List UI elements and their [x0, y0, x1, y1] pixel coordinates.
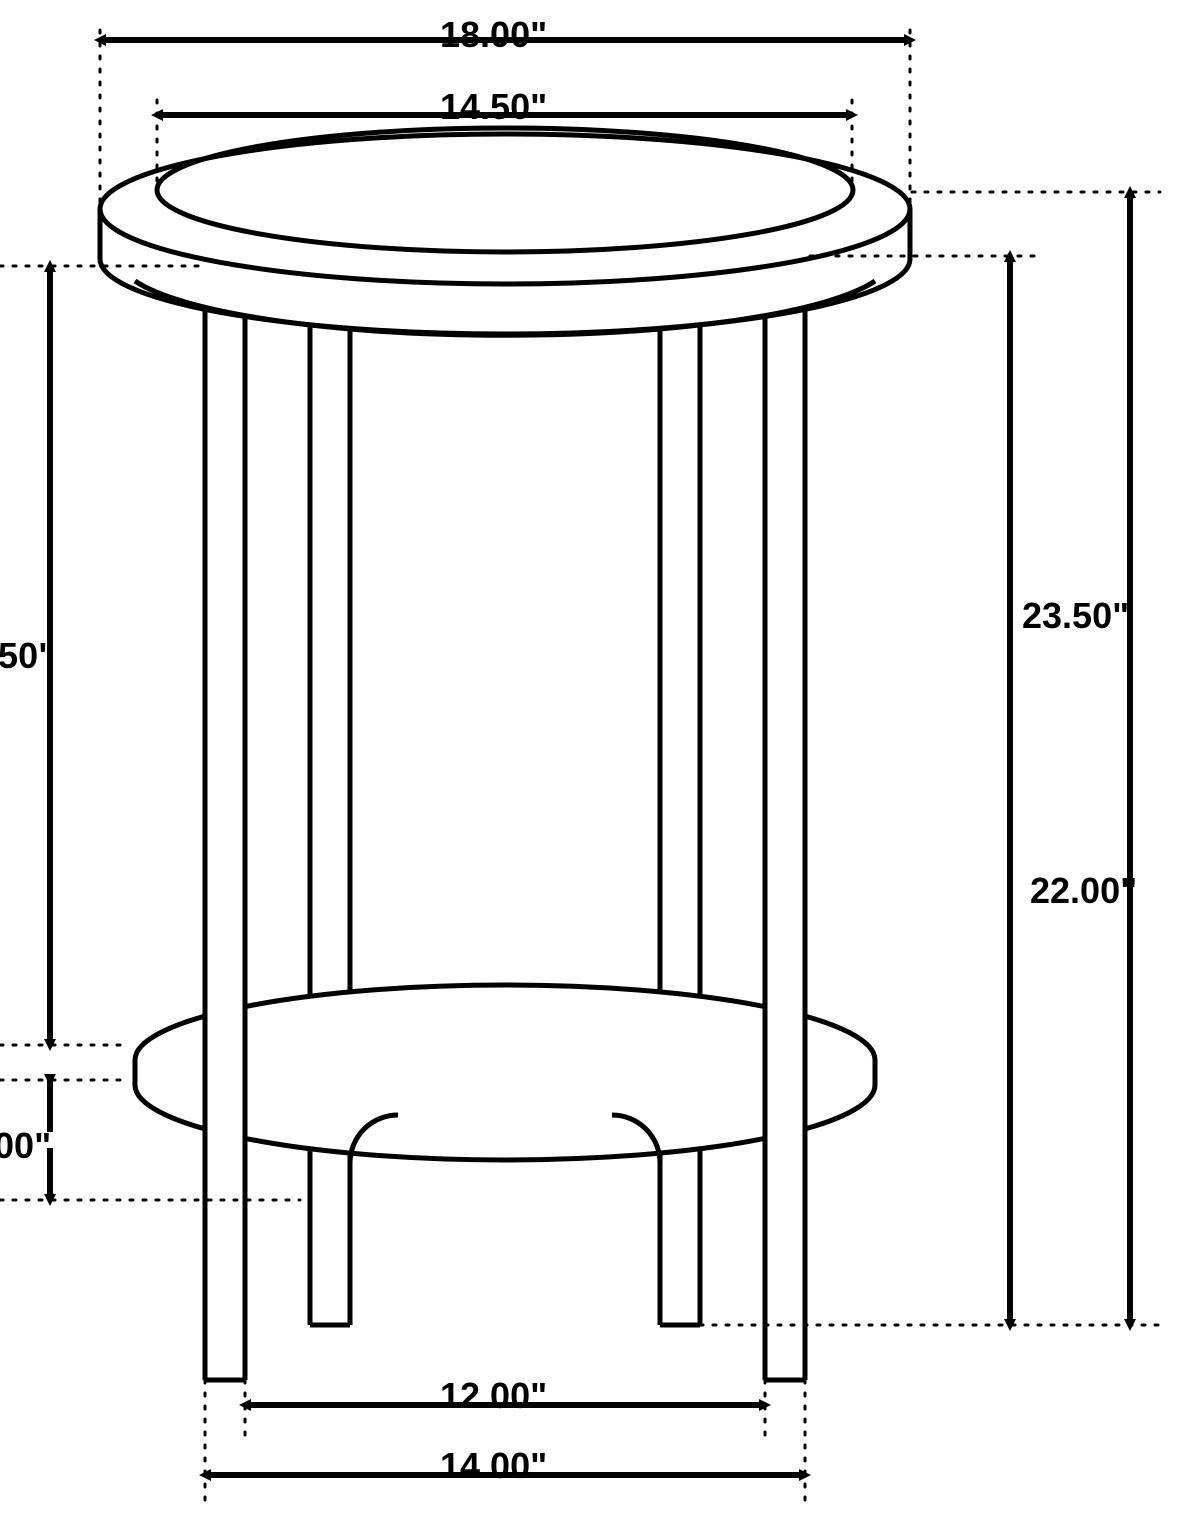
- dimension-diagram: 18.00" 14.50" 12.00" 14.00" 16.50" 5.00" 22.00…: [0, 0, 1200, 1524]
- dimension-label-bottom_inner_width: 12.00": [440, 1375, 547, 1417]
- diagram-svg: [0, 0, 1200, 1524]
- dimension-label-right_inner: 22.00": [1030, 870, 1137, 912]
- dimension-label-right_outer: 23.50": [1022, 595, 1129, 637]
- dimension-label-bottom_outer_width: 14.00": [440, 1445, 547, 1487]
- dimension-label-top_inner_width: 14.50": [440, 86, 547, 128]
- dimension-label-left_gap: 5.00": [0, 1125, 51, 1167]
- dimension-label-top_outer_width: 18.00": [440, 14, 547, 56]
- dimension-label-left_height: 16.50": [0, 635, 55, 677]
